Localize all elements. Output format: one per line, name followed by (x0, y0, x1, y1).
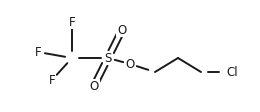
Text: F: F (35, 45, 41, 58)
Text: O: O (89, 80, 99, 93)
Text: O: O (125, 57, 135, 70)
Text: F: F (69, 15, 75, 28)
Text: Cl: Cl (226, 66, 238, 79)
Text: O: O (117, 24, 127, 37)
Text: S: S (104, 52, 112, 65)
Text: F: F (49, 73, 55, 86)
